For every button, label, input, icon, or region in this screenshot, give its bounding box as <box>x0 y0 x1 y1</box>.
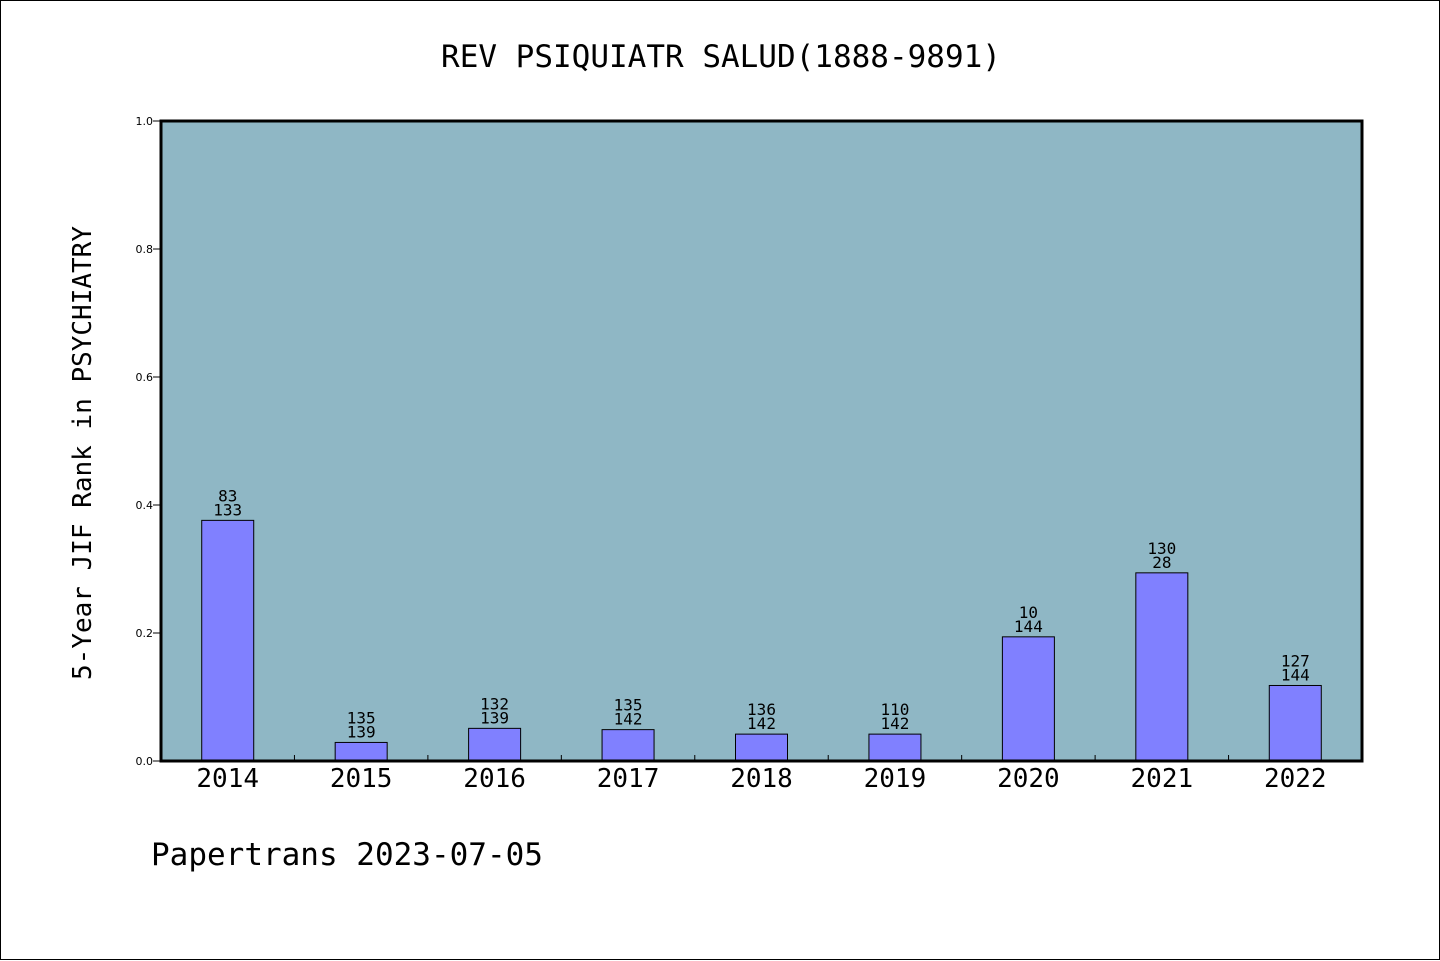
bar-label-total: 142 <box>747 714 776 733</box>
bar-label-total: 142 <box>614 710 643 729</box>
bar-label-total: 144 <box>1014 617 1043 636</box>
x-tick-label: 2022 <box>1264 764 1327 794</box>
footer-note: Papertrans 2023-07-05 <box>151 837 543 873</box>
bar-label-total: 144 <box>1281 665 1310 684</box>
plot-border <box>159 119 1364 763</box>
bar-2017 <box>601 729 655 762</box>
bar-label-rank: 135 <box>614 696 643 715</box>
bar-2018 <box>735 733 788 762</box>
bar-label-total: 139 <box>480 708 509 727</box>
x-tick-label: 2017 <box>597 764 660 794</box>
y-tick-label: 0.0 <box>136 755 154 768</box>
bar-label-rank: 83 <box>218 486 237 505</box>
bar-2016 <box>468 727 522 762</box>
x-tick-label: 2021 <box>1131 764 1194 794</box>
bar-label-rank: 135 <box>347 708 376 727</box>
y-tick-label: 0.2 <box>136 627 154 640</box>
bar-2021 <box>1135 572 1189 762</box>
bar-label-rank: 132 <box>480 694 509 713</box>
y-axis: 0.0 0.2 0.4 0.6 0.8 1.0 <box>136 115 161 768</box>
bar-2020 <box>1001 636 1055 762</box>
x-tick-label: 2019 <box>864 764 927 794</box>
chart-title: REV PSIQUIATR SALUD(1888-9891) <box>441 39 1001 75</box>
x-tick-label: 2020 <box>997 764 1060 794</box>
bar-label-rank: 110 <box>880 700 909 719</box>
y-tick-label: 1.0 <box>136 115 154 128</box>
bar-label-total: 28 <box>1152 553 1171 572</box>
x-tick-label: 2014 <box>196 764 259 794</box>
bar-label-total: 133 <box>213 500 242 519</box>
bar-2015 <box>334 741 388 762</box>
bar-labels: 8313313513913213913514213614211014210144… <box>213 486 1309 741</box>
bar-label-rank: 10 <box>1019 603 1038 622</box>
bar-2022 <box>1268 684 1322 762</box>
y-tick-label: 0.4 <box>136 499 154 512</box>
bar-2019 <box>868 733 922 762</box>
y-tick-label: 0.8 <box>136 243 154 256</box>
x-axis: 2014 2015 2016 2017 2018 2019 2020 2021 2022 <box>196 755 1327 794</box>
bar-label-rank: 127 <box>1281 651 1310 670</box>
y-tick-label: 0.6 <box>136 371 154 384</box>
bar-label-total: 139 <box>347 722 376 741</box>
x-tick-label: 2018 <box>730 764 793 794</box>
bar-series <box>201 519 1322 762</box>
bar-label-rank: 130 <box>1147 539 1176 558</box>
bar-2014 <box>201 519 255 762</box>
bar-label-rank: 136 <box>747 700 776 719</box>
y-axis-label: 5-Year JIF Rank in PSYCHIATRY <box>68 226 98 680</box>
x-tick-label: 2015 <box>330 764 393 794</box>
x-tick-label: 2016 <box>463 764 526 794</box>
bar-label-total: 142 <box>880 714 909 733</box>
